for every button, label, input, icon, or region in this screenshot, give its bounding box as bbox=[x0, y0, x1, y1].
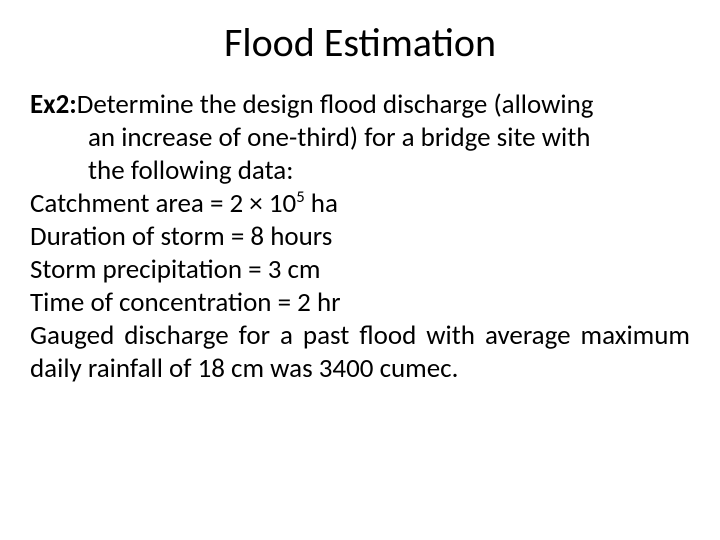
catchment-suffix: ha bbox=[305, 187, 338, 220]
slide: Flood Estimation Ex2:Determine the desig… bbox=[0, 0, 720, 540]
example-label: Ex2: bbox=[30, 88, 77, 121]
intro-line-3: the following data: bbox=[30, 155, 690, 188]
duration-line: Duration of storm = 8 hours bbox=[30, 221, 690, 254]
catchment-line: Catchment area = 2 × 105 ha bbox=[30, 188, 690, 221]
intro-line-2: an increase of one-third) for a bridge s… bbox=[30, 122, 690, 155]
intro-line-1: Ex2:Determine the design flood discharge… bbox=[30, 89, 690, 122]
slide-body: Ex2:Determine the design flood discharge… bbox=[30, 89, 690, 385]
catchment-prefix: Catchment area = 2 × 10 bbox=[30, 187, 296, 220]
precip-line: Storm precipitation = 3 cm bbox=[30, 254, 690, 287]
intro-text-1: Determine the design flood discharge (al… bbox=[77, 88, 594, 121]
catchment-exponent: 5 bbox=[296, 187, 304, 207]
tc-line: Time of concentration = 2 hr bbox=[30, 287, 690, 320]
gauged-line: Gauged discharge for a past flood with a… bbox=[30, 320, 690, 386]
slide-title: Flood Estimation bbox=[30, 18, 690, 67]
